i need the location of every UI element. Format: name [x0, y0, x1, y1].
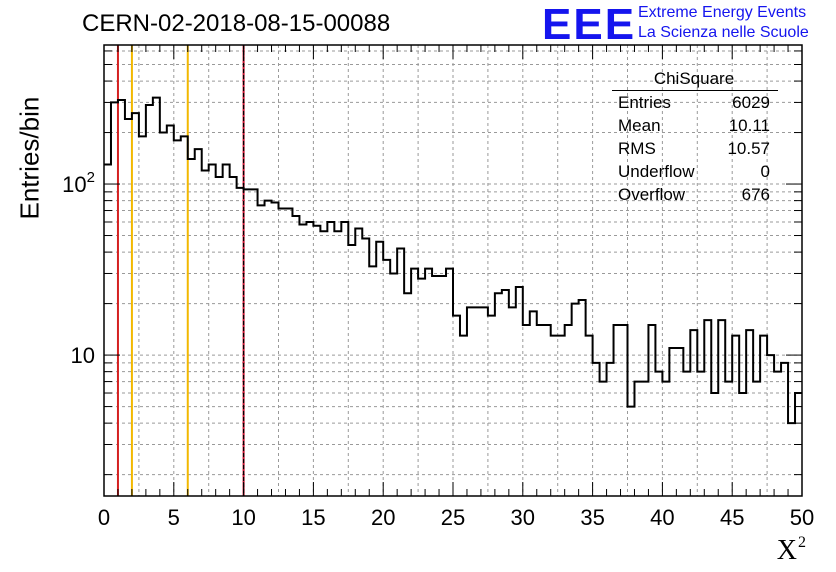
x-tick-label: 50: [790, 505, 814, 530]
x-tick-label: 15: [301, 505, 325, 530]
x-axis-label-sup: 2: [798, 534, 806, 551]
stats-divider: [612, 90, 778, 91]
stats-value: 0: [760, 162, 770, 181]
stats-title: ChiSquare: [653, 69, 735, 88]
tick-labels: 0 5 10 15 20 25 30 35 40 45 50 10 102: [62, 169, 814, 530]
x-axis-label-base: X: [776, 535, 797, 566]
x-tick-label: 5: [168, 505, 180, 530]
stats-row-mean: Mean 10.11: [618, 116, 770, 136]
x-tick-label: 45: [720, 505, 744, 530]
logo-text: Extreme Energy Events La Scienza nelle S…: [638, 3, 809, 43]
x-tick-label: 20: [371, 505, 395, 530]
stats-label: Overflow: [618, 185, 686, 204]
y-tick-label: 10: [71, 343, 95, 368]
stats-row-underflow: Underflow 0: [618, 162, 770, 182]
stats-label: Mean: [618, 116, 661, 135]
stats-value: 676: [741, 185, 770, 204]
x-tick-label: 0: [98, 505, 110, 530]
x-tick-label: 35: [580, 505, 604, 530]
stats-label: Underflow: [618, 162, 695, 181]
stats-row-rms: RMS 10.57: [618, 139, 770, 159]
y-tick-label: 102: [62, 169, 95, 197]
marker-lines: [116, 45, 245, 496]
stats-label: RMS: [618, 139, 656, 158]
x-axis-label: X2: [777, 534, 806, 567]
chart-title: CERN-02-2018-08-15-00088: [82, 10, 391, 37]
histogram-series: [104, 96, 802, 425]
stats-value: 6029: [732, 93, 770, 112]
x-tick-label: 10: [231, 505, 255, 530]
x-tick-label: 40: [650, 505, 674, 530]
x-tick-label: 25: [441, 505, 465, 530]
stats-label: Entries: [618, 93, 671, 112]
axis-ticks: [103, 45, 803, 496]
stats-row-overflow: Overflow 676: [618, 185, 770, 205]
y-axis-label: Entries/bin: [14, 96, 45, 220]
eee-logo-icon: EEE: [542, 0, 637, 49]
grid: [104, 45, 802, 496]
stats-value: 10.11: [728, 116, 770, 135]
histogram-line: [104, 96, 802, 425]
logo-line-1: Extreme Energy Events: [638, 4, 807, 21]
stats-value: 10.57: [727, 139, 770, 158]
x-tick-label: 30: [511, 505, 535, 530]
stats-row-entries: Entries 6029: [618, 93, 770, 113]
logo-line-2: La Scienza nelle Scuole: [638, 24, 809, 41]
